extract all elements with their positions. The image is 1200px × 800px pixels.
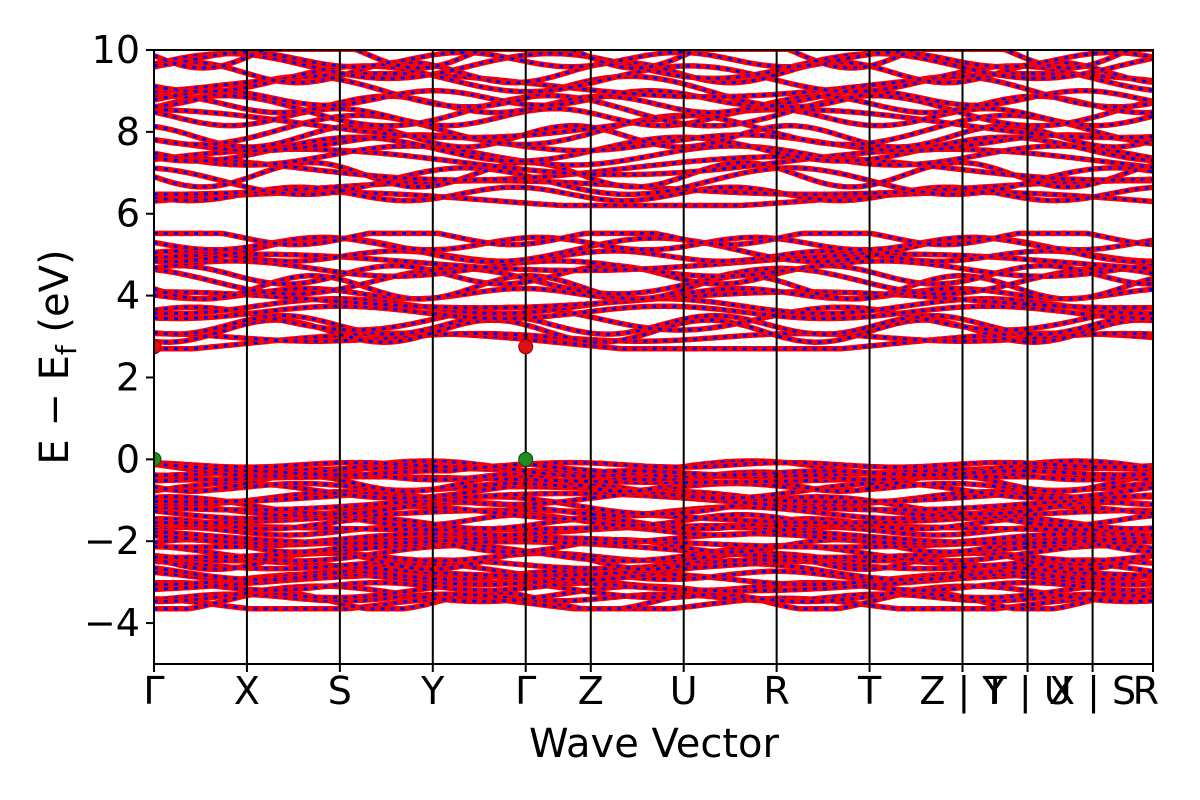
conduction-high-band-spin-down (153, 135, 1154, 163)
top-mask (0, 0, 1200, 50)
valence-band-spin-down (153, 513, 1154, 527)
y-tick-label: 2 (116, 355, 140, 399)
valence-band-spin-down (153, 475, 1154, 484)
x-tick-label: X (234, 669, 260, 713)
conduction-high-band-spin-down (153, 147, 1154, 177)
x-tick-label: R (1133, 669, 1159, 713)
conduction-high-band-spin-down (153, 60, 1154, 85)
y-tick-label: −2 (84, 519, 140, 563)
right-mask (1153, 0, 1200, 800)
y-tick-label: 0 (116, 437, 140, 481)
x-tick-label: Γ (515, 669, 536, 713)
conduction-low-band-spin-down (153, 249, 1154, 263)
conduction-low-band-spin-down (153, 274, 1154, 301)
valence-band-spin-down (153, 495, 1154, 516)
x-axis-label: Wave Vector (529, 721, 780, 767)
valence-band-spin-down (154, 523, 1153, 532)
bands-layer (151, 46, 1156, 612)
bottom-mask (0, 664, 1200, 800)
vbm-marker (518, 451, 534, 467)
conduction-low-band-spin-down (154, 331, 1154, 351)
x-tick-label: Γ (143, 669, 164, 713)
conduction-high-band-spin-down (153, 89, 1154, 107)
valence-band-spin-down (153, 581, 1153, 600)
conduction-high-band-spin-down (153, 94, 1154, 128)
valence-band-spin-down (153, 461, 1154, 477)
conduction-high-band-spin-down (153, 144, 1154, 167)
conduction-low-band-spin-down (153, 235, 1154, 252)
plot-border (153, 49, 1154, 665)
conduction-low-band-spin-down (154, 231, 1154, 247)
conduction-high-band-spin-down (153, 160, 1154, 189)
y-axis-label: E − Ef (eV) (32, 249, 83, 464)
x-tick-label: Z | Y (919, 669, 1006, 714)
conduction-low-band-spin-down (154, 332, 1154, 343)
conduction-high-band-spin-up (151, 165, 1156, 198)
conduction-high-band-spin-down (153, 155, 1154, 182)
valence-band-spin-down (153, 508, 1153, 525)
y-tick-label: 8 (116, 110, 140, 154)
y-tick-label: 10 (92, 28, 140, 72)
valence-band-spin-down (153, 562, 1154, 582)
x-tick-label: T | U (983, 669, 1072, 714)
valence-band-spin-down (153, 569, 1154, 581)
valence-band-spin-down (153, 573, 1154, 593)
x-tick-label: Y (420, 669, 445, 713)
left-mask (0, 0, 154, 800)
valence-band-spin-down (153, 470, 1154, 482)
x-tick-label: S (328, 669, 352, 713)
valence-band-spin-down (153, 461, 1154, 469)
conduction-low-band-spin-down (153, 305, 1154, 332)
valence-band-spin-down (153, 532, 1154, 545)
cbm-marker (518, 339, 534, 355)
x-tick-label: U (670, 669, 698, 713)
valence-band-spin-down (153, 596, 1154, 611)
conduction-high-band-spin-up (151, 50, 1156, 82)
y-tick-label: 4 (116, 274, 140, 318)
x-tick-label: Z (578, 669, 604, 713)
valence-band-spin-down (153, 492, 1154, 512)
valence-band-spin-down (153, 544, 1154, 563)
x-tick-label: X | S (1049, 669, 1136, 714)
y-tick-label: −4 (84, 601, 140, 645)
kpoint-lines (245, 50, 1094, 664)
conduction-low-band-spin-down (153, 304, 1153, 320)
conduction-high-band-spin-down (153, 72, 1154, 99)
conduction-high-band-spin-down (153, 50, 1154, 69)
valence-band-spin-down (153, 525, 1154, 537)
conduction-low-band-spin-up (151, 265, 1156, 297)
valence-band-spin-down (153, 592, 1154, 603)
valence-band-spin-down (153, 481, 1154, 500)
x-tick-label: T (857, 669, 882, 713)
x-tick-label: R (763, 669, 789, 713)
y-ticks: 10 8 6 4 2 0 −2 −4 (84, 28, 154, 645)
y-tick-label: 6 (116, 192, 140, 236)
